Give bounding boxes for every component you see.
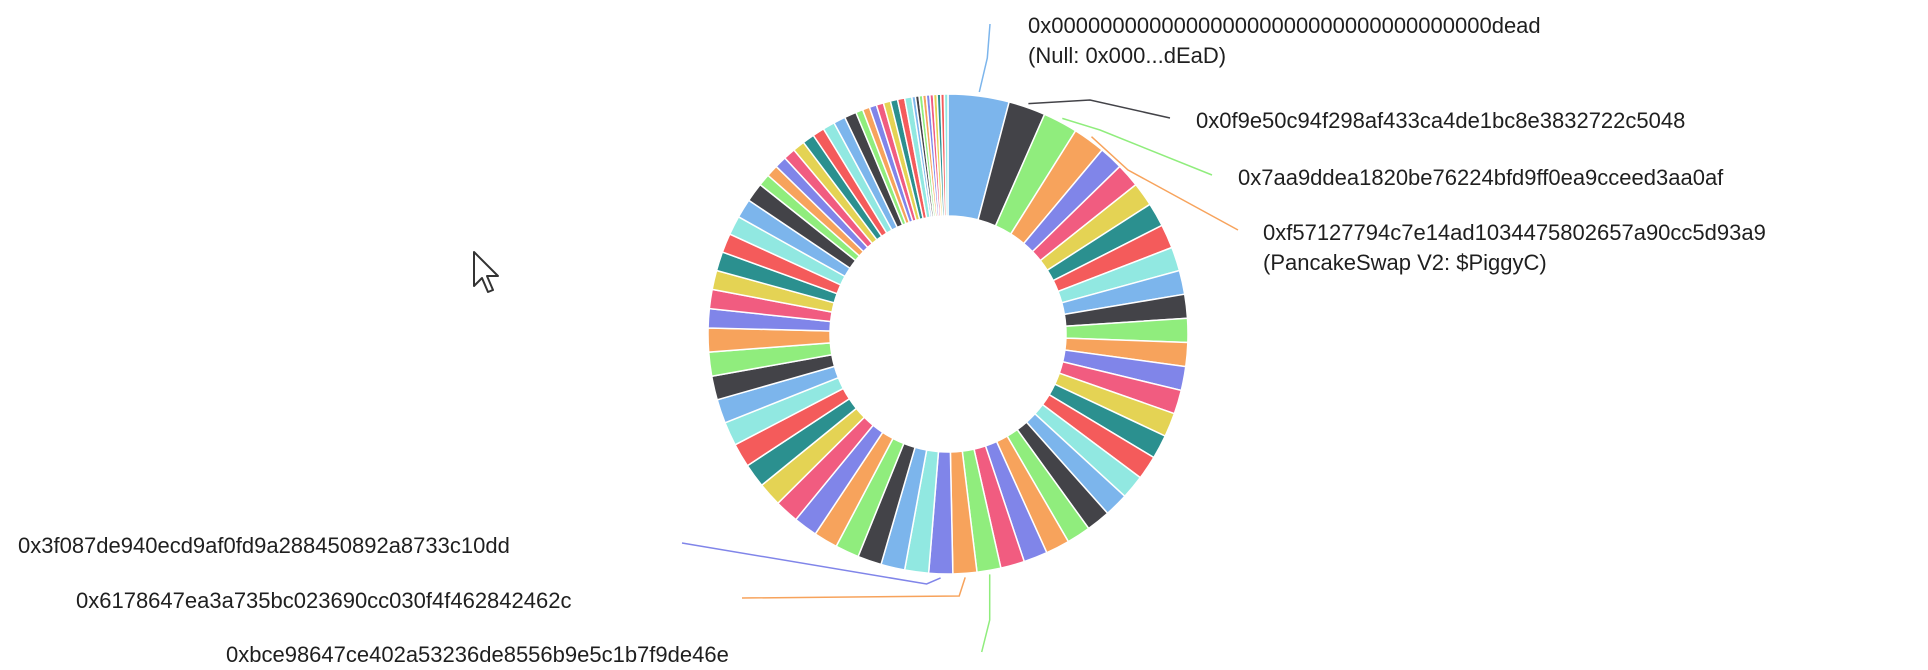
label-connectors xyxy=(681,23,1239,653)
slice-label: 0xbce98647ce402a53236de8556b9e5c1b7f9de4… xyxy=(226,642,729,667)
slice-sublabel: (Null: 0x000...dEaD) xyxy=(1028,43,1226,68)
slice-label: 0x6178647ea3a735bc023690cc030f4f46284246… xyxy=(76,588,571,613)
donut-slice[interactable] xyxy=(943,93,949,217)
donut-slices xyxy=(707,93,1189,575)
mouse-pointer-icon xyxy=(473,251,499,293)
label-connector-line xyxy=(741,577,966,599)
slice-label: 0x7aa9ddea1820be76224bfd9ff0ea9cceed3aa0… xyxy=(1238,165,1724,190)
slice-label: 0x0f9e50c94f298af433ca4de1bc8e3832722c50… xyxy=(1196,108,1685,133)
slice-label: 0xf57127794c7e14ad1034475802657a90cc5d93… xyxy=(1263,220,1766,245)
label-connector-line xyxy=(681,542,941,585)
label-connector-line xyxy=(1062,117,1213,176)
slice-label: 0x000000000000000000000000000000000000de… xyxy=(1028,13,1541,38)
label-connector-line xyxy=(1090,136,1239,231)
label-connector-line xyxy=(1028,99,1171,119)
slice-labels: 0x000000000000000000000000000000000000de… xyxy=(18,13,1766,667)
slice-sublabel: (PancakeSwap V2: $PiggyC) xyxy=(1263,250,1547,275)
label-connector-line xyxy=(978,23,991,93)
label-connector-line xyxy=(980,574,991,653)
slice-label: 0x3f087de940ecd9af0fd9a288450892a8733c10… xyxy=(18,533,510,558)
